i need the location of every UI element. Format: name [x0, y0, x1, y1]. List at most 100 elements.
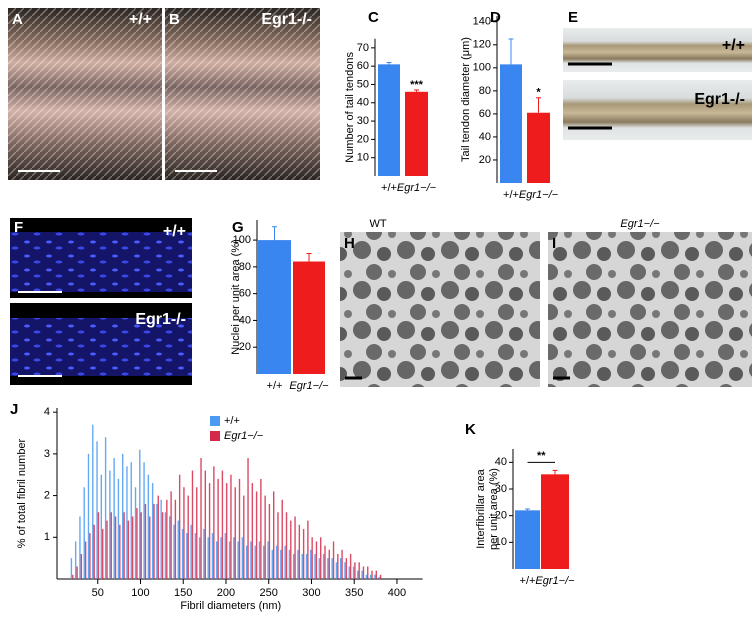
- bar: [74, 541, 77, 579]
- y-tick-label: 40: [239, 314, 251, 326]
- bar: [96, 441, 98, 579]
- bar: [405, 91, 428, 176]
- bar: [93, 524, 95, 579]
- bar: [114, 516, 117, 579]
- bar: [301, 553, 303, 579]
- bar: [224, 533, 226, 579]
- bar: [106, 520, 108, 579]
- bar: [318, 558, 321, 579]
- image-texture: [8, 8, 162, 180]
- bar: [527, 112, 550, 183]
- error-bar: [525, 508, 530, 511]
- image-texture: [165, 8, 320, 180]
- bar: [207, 537, 209, 579]
- bar: [234, 487, 236, 579]
- bar: [156, 503, 158, 579]
- image: [548, 232, 752, 387]
- panel-label: D: [490, 9, 501, 26]
- bar: [119, 524, 121, 579]
- y-tick-label: 1: [44, 531, 50, 543]
- panel-label: E: [568, 9, 578, 26]
- bar: [164, 512, 167, 579]
- y-tick-label: 3: [44, 448, 50, 460]
- bar: [97, 512, 100, 579]
- bar: [76, 566, 78, 579]
- x-tick-label: 100: [131, 587, 149, 599]
- x-tick-label: 50: [92, 587, 104, 599]
- panel-label: F: [14, 219, 23, 236]
- image: [340, 232, 540, 387]
- bar: [379, 574, 382, 579]
- bar: [250, 541, 252, 579]
- bar: [110, 512, 112, 579]
- bar: [136, 508, 138, 579]
- bar: [100, 474, 103, 579]
- image-caption: WT: [369, 218, 386, 230]
- x-tick-label: Egr1−/−: [535, 575, 575, 587]
- y-axis-title: Number of tail tendons: [344, 52, 356, 163]
- bar: [153, 503, 155, 579]
- x-tick-label: Egr1−/−: [397, 182, 437, 194]
- bar: [307, 520, 309, 579]
- y-tick-label: 10: [357, 152, 369, 164]
- bar: [230, 474, 232, 579]
- bar: [139, 449, 141, 579]
- bar: [280, 549, 282, 579]
- legend-swatch: [210, 431, 220, 441]
- image: [563, 80, 752, 140]
- bar: [378, 576, 380, 579]
- bar: [220, 537, 222, 579]
- y-tick-label: 100: [233, 234, 251, 246]
- bar: [315, 541, 318, 579]
- panel-label: H: [344, 235, 355, 252]
- y-tick-label: 60: [479, 108, 491, 120]
- bar: [310, 549, 312, 579]
- bar: [348, 566, 350, 579]
- bar: [361, 570, 363, 579]
- bar: [190, 524, 192, 579]
- bar: [147, 474, 150, 579]
- y-tick-label: 50: [357, 78, 369, 90]
- y-tick-label: 140: [473, 16, 491, 28]
- bar: [196, 487, 198, 579]
- bar: [254, 545, 256, 579]
- x-tick-label: Egr1−/−: [289, 380, 329, 392]
- bar: [191, 470, 194, 579]
- bar: [170, 491, 172, 579]
- error-bar: [552, 469, 558, 475]
- bar: [251, 483, 254, 579]
- bar: [92, 424, 94, 579]
- x-tick-label: 200: [217, 587, 235, 599]
- bar: [354, 562, 356, 579]
- bar: [311, 537, 313, 579]
- y-axis-title: Interfibrillar area: [475, 468, 487, 548]
- error-bar: [386, 61, 392, 65]
- y-tick-label: 120: [473, 39, 491, 51]
- bar: [320, 537, 322, 579]
- bar: [243, 495, 245, 579]
- bar: [144, 503, 147, 579]
- x-axis-title: Fibril diameters (nm): [180, 600, 281, 612]
- bar: [157, 495, 159, 579]
- bar: [102, 528, 104, 579]
- bar: [104, 437, 107, 579]
- bar: [500, 64, 522, 183]
- bar: [143, 462, 145, 579]
- bar: [332, 541, 335, 579]
- bar: [217, 478, 219, 579]
- image-texture: [10, 318, 192, 376]
- bar: [151, 483, 154, 579]
- legend-label: Egr1−/−: [224, 430, 264, 442]
- error-bar: [536, 97, 541, 113]
- bar: [149, 516, 151, 579]
- bar: [221, 470, 224, 579]
- bar: [241, 537, 244, 579]
- y-tick-label: 100: [473, 62, 491, 74]
- image-caption: +/+: [722, 37, 745, 54]
- error-bar: [306, 252, 312, 262]
- bar: [79, 516, 81, 579]
- bar: [127, 520, 130, 579]
- bar: [349, 553, 352, 579]
- bar: [247, 458, 249, 579]
